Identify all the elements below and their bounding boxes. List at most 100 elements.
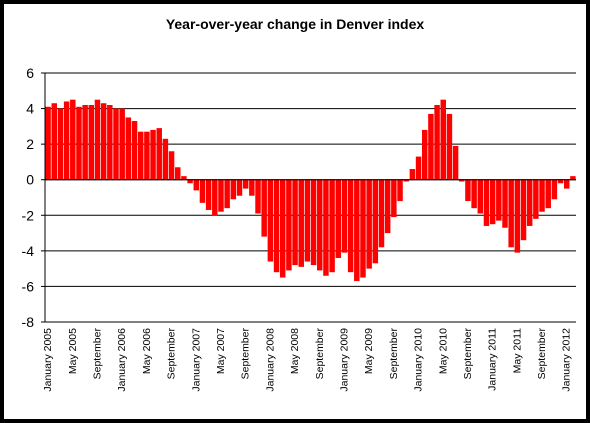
bar [570,176,576,180]
bar [175,167,181,180]
bar [354,179,360,282]
bar [428,113,434,180]
bar [181,176,187,180]
bar [440,99,446,180]
bar [279,179,286,278]
x-tick-label: September [388,328,400,380]
bar [156,128,162,180]
x-tick-labels: January 2005 May 2005 September January 200… [42,328,573,392]
x-tick-label: May 2006 [141,328,153,374]
bar [230,179,237,200]
bar [335,179,342,258]
bar [100,103,107,180]
y-tick-label: -2 [22,207,35,223]
bar [384,179,391,234]
bar [446,113,453,180]
x-tick-label: May 2009 [363,328,375,374]
bar [545,179,551,209]
x-tick-label: January 2005 [42,328,54,392]
x-tick-label: September [166,328,178,380]
x-tick-label: January 2012 [561,328,573,392]
bar [323,179,329,276]
bar [137,131,144,180]
bar [107,105,113,180]
bar [45,106,51,180]
x-tick-label: May 2008 [289,328,301,374]
bar [150,129,156,180]
x-tick-label: September [314,328,326,380]
bar [378,179,385,248]
bar [310,179,317,266]
x-tick-label: May 2005 [67,328,79,374]
x-tick-label: September [536,328,548,380]
x-tick-label: January 2007 [190,328,202,392]
x-tick-label: May 2010 [437,328,449,374]
bar [366,179,372,269]
bar [403,179,409,182]
bar [459,179,465,182]
bar [520,179,527,241]
bar [82,105,88,180]
y-tick-label: -8 [22,314,35,330]
bar [508,179,514,248]
x-tick-label: September [462,328,474,380]
bar [360,179,366,278]
bar [551,179,558,200]
y-tick-label: 4 [26,101,34,117]
bar [329,179,335,273]
x-tick-label: January 2009 [338,328,350,392]
bar [205,179,212,210]
bar [168,151,175,180]
bar [249,179,255,196]
bar [477,179,484,214]
bar [489,179,496,225]
bar [298,179,304,267]
bar [267,179,274,262]
bar [63,101,70,180]
bar [292,179,298,266]
y-tick-label: 6 [26,65,34,81]
bar [526,179,533,226]
bar [131,121,138,180]
bar [119,108,125,180]
bar [144,131,150,180]
bar [341,179,348,253]
bar [273,179,280,273]
bar [304,179,311,262]
bar [94,99,101,180]
x-tick-label: September [91,328,103,380]
y-tick-label: 2 [26,136,34,152]
bar [564,179,570,189]
bar [261,179,267,237]
bar [193,179,200,191]
axes [44,73,576,322]
bar [286,179,292,271]
bar [421,129,428,180]
bar [76,106,82,180]
bar [391,179,397,218]
bar [434,105,440,180]
x-tick-label: September [240,328,252,380]
bar [502,179,508,228]
x-tick-label: January 2011 [487,328,499,391]
bar [236,179,243,196]
bar [347,179,354,273]
bar [51,103,57,180]
x-tick-label: May 2007 [215,328,227,374]
bar [533,179,539,219]
bar [88,105,95,180]
bar [70,99,76,180]
bar [125,117,132,180]
bar [465,179,471,202]
bar [317,179,323,271]
bar [483,179,490,226]
bar [557,179,564,184]
x-tick-label: May 2011 [511,328,523,373]
bar [415,156,422,180]
y-tick-labels: -8 -6 -4 -2 0 2 4 6 [22,65,35,330]
x-tick-label: January 2006 [116,328,128,392]
bar [514,179,521,253]
bar [57,108,64,180]
x-tick-label: January 2010 [413,328,425,392]
